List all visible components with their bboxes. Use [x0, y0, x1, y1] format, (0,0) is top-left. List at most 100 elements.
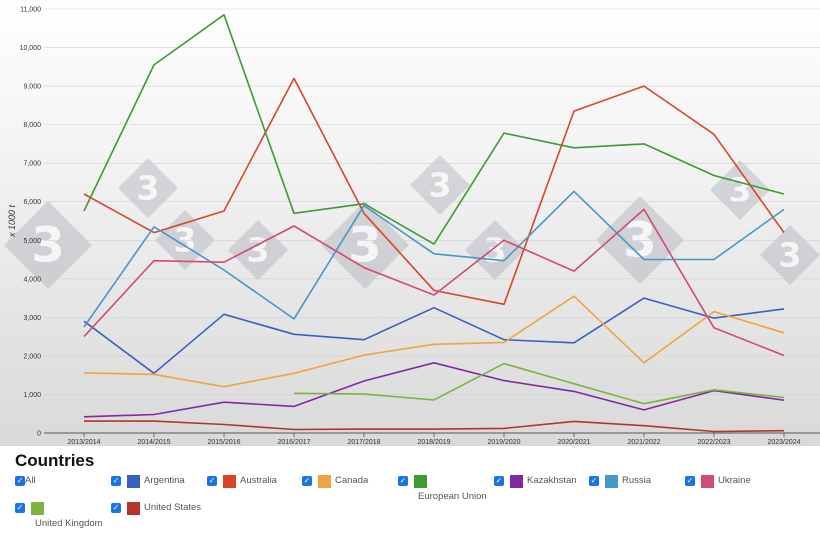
swatch-australia [223, 475, 236, 488]
legend-item-united-states[interactable]: ✓ United States [111, 502, 202, 515]
watermark-logo: 3 [760, 225, 820, 285]
legend-label-all: All [25, 475, 36, 486]
legend-title: Countries [15, 451, 95, 470]
gridlines [44, 8, 820, 434]
checkbox-all[interactable]: ✓ [15, 476, 25, 486]
series-line-united-states [84, 420, 785, 433]
checkbox-united-states[interactable]: ✓ [111, 503, 121, 513]
legend-label-united-states: United States [144, 502, 202, 513]
y-tick-label: 5,000 [23, 238, 41, 245]
x-tick-label: 2023/2024 [767, 439, 800, 446]
series-line-canada [83, 295, 785, 388]
legend-item-russia[interactable]: ✓ Russia [589, 475, 652, 488]
series-line-european-union [83, 14, 785, 245]
series-line-russia [83, 190, 785, 328]
swatch-russia [605, 475, 618, 488]
legend-label-united-kingdom: United Kingdom [35, 518, 103, 529]
legend-label-kazakhstan: Kazakhstan [527, 475, 577, 486]
x-axis: 2013/2014 2014/2015 2015/2016 2016/2017 2017… [44, 432, 820, 446]
y-axis-ticks: 0 1,000 2,000 3,000 4,000 5,000 6,000 7,000 8,00… [20, 7, 42, 438]
watermark-diamond [228, 220, 288, 280]
legend-label-european-union: European Union [418, 491, 487, 502]
watermark-glyph: 3 [779, 235, 802, 274]
watermark-diamond [321, 201, 409, 289]
y-tick-label: 6,000 [23, 199, 41, 206]
checkbox-canada[interactable]: ✓ [302, 476, 312, 486]
watermark-diamond [410, 155, 470, 215]
swatch-united-states [127, 502, 140, 515]
legend-label-argentina: Argentina [144, 475, 185, 486]
checkbox-ukraine[interactable]: ✓ [685, 476, 695, 486]
y-tick-label: 11,000 [20, 7, 41, 14]
watermark-diamond [118, 158, 178, 218]
watermark-glyph: 3 [247, 230, 270, 269]
legend-label-canada: Canada [335, 475, 369, 486]
y-tick-label: 1,000 [23, 392, 41, 399]
checkbox-european-union[interactable]: ✓ [398, 476, 408, 486]
legend-item-ukraine[interactable]: ✓ Ukraine [685, 475, 751, 488]
legend-label-australia: Australia [240, 475, 277, 486]
y-tick-label: 0 [37, 431, 41, 438]
swatch-ukraine [701, 475, 714, 488]
watermark-logo: 3 [710, 160, 770, 220]
legend-item-argentina[interactable]: ✓ Argentina [111, 475, 185, 488]
watermark-glyph: 3 [137, 168, 160, 207]
watermark-logo: 3 [118, 158, 178, 218]
checkbox-kazakhstan[interactable]: ✓ [494, 476, 504, 486]
x-tick-label: 2019/2020 [487, 439, 520, 446]
y-tick-label: 9,000 [23, 84, 41, 91]
swatch-kazakhstan [510, 475, 523, 488]
y-tick-label: 3,000 [23, 315, 41, 322]
legend-item-united-kingdom[interactable]: ✓ United Kingdom [15, 502, 103, 529]
watermark-logo: 3 [410, 155, 470, 215]
legend-item-australia[interactable]: ✓ Australia [207, 475, 277, 488]
y-tick-label: 8,000 [23, 122, 41, 129]
y-tick-label: 2,000 [23, 353, 41, 360]
watermark-glyph: 3 [484, 230, 507, 269]
watermark-diamond [465, 220, 525, 280]
watermark-diamond [710, 160, 770, 220]
swatch-european-union [414, 475, 427, 488]
x-tick-label: 2021/2022 [627, 439, 660, 446]
legend-item-canada[interactable]: ✓ Canada [302, 475, 369, 488]
legend-item-all[interactable]: ✓ All [15, 476, 36, 486]
x-tick-label: 2018/2019 [417, 439, 450, 446]
series-line-australia [83, 77, 785, 306]
x-tick-label: 2022/2023 [697, 439, 730, 446]
watermark-logo: 3 [228, 220, 288, 280]
swatch-united-kingdom [31, 502, 44, 515]
watermark-glyph: 3 [429, 165, 452, 204]
x-tick-label: 2015/2016 [207, 439, 240, 446]
swatch-canada [318, 475, 331, 488]
watermark-logo: 3 [321, 201, 409, 289]
watermark-glyph: 3 [31, 218, 65, 274]
swatch-argentina [127, 475, 140, 488]
watermark-glyph: 3 [348, 218, 382, 274]
series-line-argentina [83, 297, 785, 375]
checkbox-united-kingdom[interactable]: ✓ [15, 503, 25, 513]
x-tick-label: 2016/2017 [277, 439, 310, 446]
series-line-ukraine [83, 208, 785, 357]
legend-item-european-union[interactable]: ✓ European Union [398, 475, 487, 502]
checkbox-australia[interactable]: ✓ [207, 476, 217, 486]
watermark-diamond [4, 201, 92, 289]
legend-item-kazakhstan[interactable]: ✓ Kazakhstan [494, 475, 577, 488]
series-line-kazakhstan [83, 362, 785, 418]
series-line-united-kingdom [293, 362, 785, 405]
y-tick-label: 7,000 [23, 161, 41, 168]
y-tick-label: 4,000 [23, 276, 41, 283]
series-lines [83, 14, 785, 433]
legend-label-ukraine: Ukraine [718, 475, 751, 486]
x-tick-label: 2017/2018 [347, 439, 380, 446]
checkbox-argentina[interactable]: ✓ [111, 476, 121, 486]
y-tick-label: 10,000 [20, 45, 42, 52]
x-tick-label: 2014/2015 [137, 439, 170, 446]
legend-label-russia: Russia [622, 475, 652, 486]
watermark-glyph: 3 [729, 170, 752, 209]
x-tick-label: 2013/2014 [67, 439, 100, 446]
checkbox-russia[interactable]: ✓ [589, 476, 599, 486]
x-tick-label: 2020/2021 [557, 439, 590, 446]
